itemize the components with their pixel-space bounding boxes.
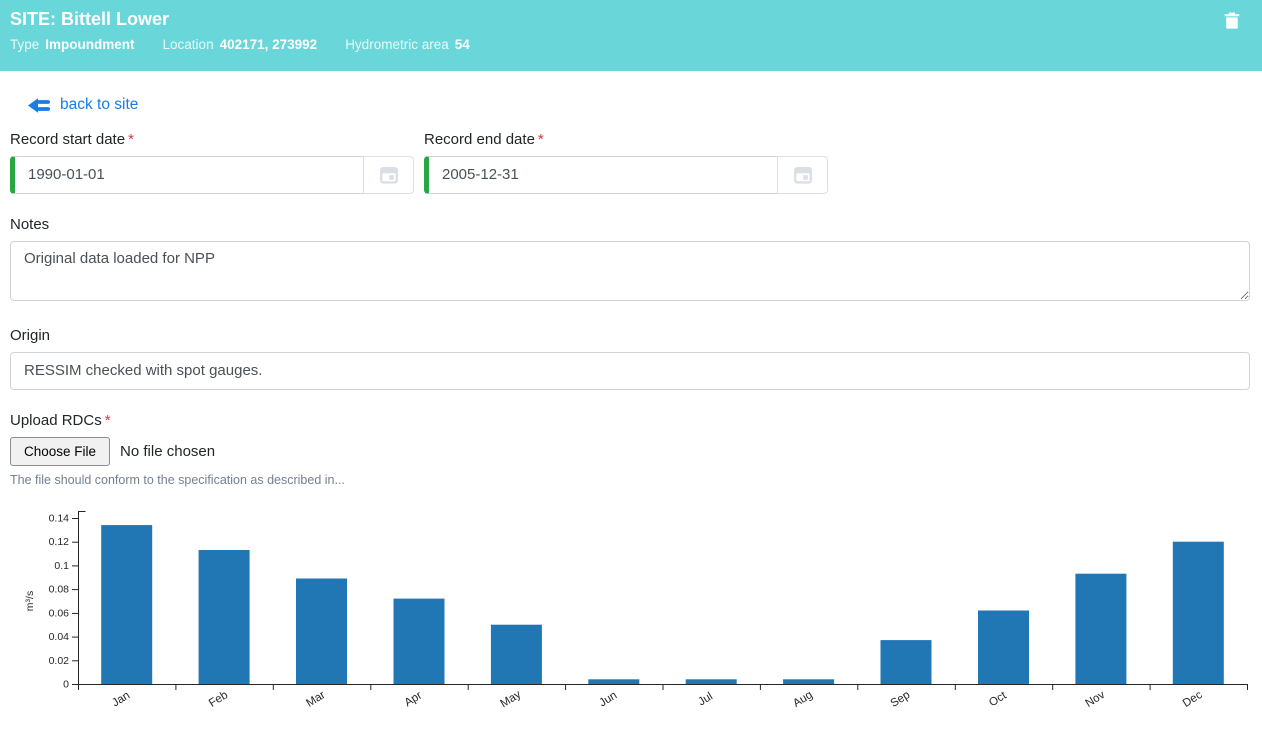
x-tick-label-Mar: Mar xyxy=(304,689,327,710)
start-date-input[interactable] xyxy=(10,155,364,194)
start-date-calendar-button[interactable] xyxy=(363,155,414,194)
x-tick-label-Aug: Aug xyxy=(791,688,815,709)
page-title: SITE: Bittell Lower xyxy=(10,9,170,29)
trash-icon xyxy=(1224,12,1240,32)
choose-file-button[interactable]: Choose File xyxy=(10,436,111,466)
calendar-icon xyxy=(792,164,814,186)
file-chosen-status: No file chosen xyxy=(120,442,216,460)
svg-text:0.08: 0.08 xyxy=(49,583,70,595)
svg-text:0.02: 0.02 xyxy=(49,654,70,666)
required-asterisk: * xyxy=(104,411,111,429)
x-tick-label-Jan: Jan xyxy=(110,689,132,709)
site-location-label: Location xyxy=(162,37,214,52)
x-tick-label-Feb: Feb xyxy=(207,689,230,710)
svg-text:0.12: 0.12 xyxy=(49,536,70,548)
site-header: SITE: Bittell Lower Type Impoundment Loc… xyxy=(0,0,1262,71)
svg-text:0: 0 xyxy=(63,678,69,690)
bar-Aug xyxy=(783,678,835,684)
notes-label: Notes xyxy=(10,215,50,233)
upload-rdcs-label: Upload RDCs * xyxy=(10,411,111,429)
end-date-input-group xyxy=(424,155,828,194)
bar-Jul xyxy=(685,678,737,684)
end-date-label: Record end date * xyxy=(424,130,544,148)
origin-input[interactable] xyxy=(10,351,1250,390)
x-tick-label-Jul: Jul xyxy=(696,690,715,708)
svg-text:m³/s: m³/s xyxy=(24,590,36,610)
bar-Nov xyxy=(1075,573,1127,684)
x-tick-label-Dec: Dec xyxy=(1181,688,1205,709)
back-arrow-icon xyxy=(28,97,51,114)
back-to-site-link[interactable]: back to site xyxy=(28,96,138,114)
end-date-calendar-button[interactable] xyxy=(777,155,828,194)
svg-text:0.1: 0.1 xyxy=(54,559,69,571)
start-date-input-group xyxy=(10,155,414,194)
delete-site-button[interactable] xyxy=(1224,12,1240,29)
svg-text:0.14: 0.14 xyxy=(49,512,70,524)
calendar-icon xyxy=(378,164,400,186)
x-tick-label-Nov: Nov xyxy=(1083,688,1107,709)
site-type-label: Type xyxy=(10,37,40,52)
bar-Feb xyxy=(198,549,250,684)
site-hydrometric-area: Hydrometric area 54 xyxy=(345,37,470,52)
notes-textarea[interactable] xyxy=(10,240,1250,301)
bar-Oct xyxy=(978,610,1029,684)
origin-label: Origin xyxy=(10,326,51,344)
x-tick-label-May: May xyxy=(498,688,523,710)
x-tick-label-Oct: Oct xyxy=(987,689,1009,709)
x-tick-label-Jun: Jun xyxy=(597,689,619,709)
hydrometric-area-label: Hydrometric area xyxy=(345,37,449,52)
end-date-input[interactable] xyxy=(424,155,778,194)
monthly-flow-chart: 0 0.02 0.04 0.06 0.08 0.1 0.12 0.14 m³/s Jan Feb Ma… xyxy=(10,504,1250,725)
file-upload-row: Choose File No file chosen xyxy=(10,436,1250,466)
bar-Sep xyxy=(880,639,932,684)
x-tick-label-Sep: Sep xyxy=(889,688,913,709)
hydrometric-area-value: 54 xyxy=(454,37,470,52)
required-asterisk: * xyxy=(128,130,134,148)
bar-chart-svg: 0 0.02 0.04 0.06 0.08 0.1 0.12 0.14 m³/s Jan Feb Ma… xyxy=(24,510,1248,710)
required-asterisk: * xyxy=(537,130,544,148)
site-location-value: 402171, 273992 xyxy=(219,37,318,52)
bar-May xyxy=(490,624,542,684)
svg-text:0.04: 0.04 xyxy=(49,631,70,643)
main-content: back to site Record start date * xyxy=(0,71,1262,745)
start-date-label: Record start date * xyxy=(10,130,134,148)
back-link-label: back to site xyxy=(60,96,139,113)
svg-text:0.06: 0.06 xyxy=(49,607,70,619)
site-type: Type Impoundment xyxy=(10,37,135,52)
bar-Jan xyxy=(101,524,153,684)
bar-Dec xyxy=(1172,541,1224,684)
dates-row: Record start date* Record end date xyxy=(10,131,1250,194)
end-date-field-group: Record end date * xyxy=(424,131,828,194)
bar-Jun xyxy=(588,678,640,684)
upload-help-text: The file should conform to the specifica… xyxy=(10,472,345,487)
start-date-field-group: Record start date * xyxy=(10,131,414,194)
x-tick-label-Apr: Apr xyxy=(403,689,425,709)
bar-Mar xyxy=(296,578,347,684)
bar-Apr xyxy=(393,598,445,684)
site-meta: Type Impoundment Location 402171, 273992… xyxy=(10,37,1238,52)
site-type-value: Impoundment xyxy=(45,37,135,52)
site-location: Location 402171, 273992 xyxy=(163,37,318,52)
